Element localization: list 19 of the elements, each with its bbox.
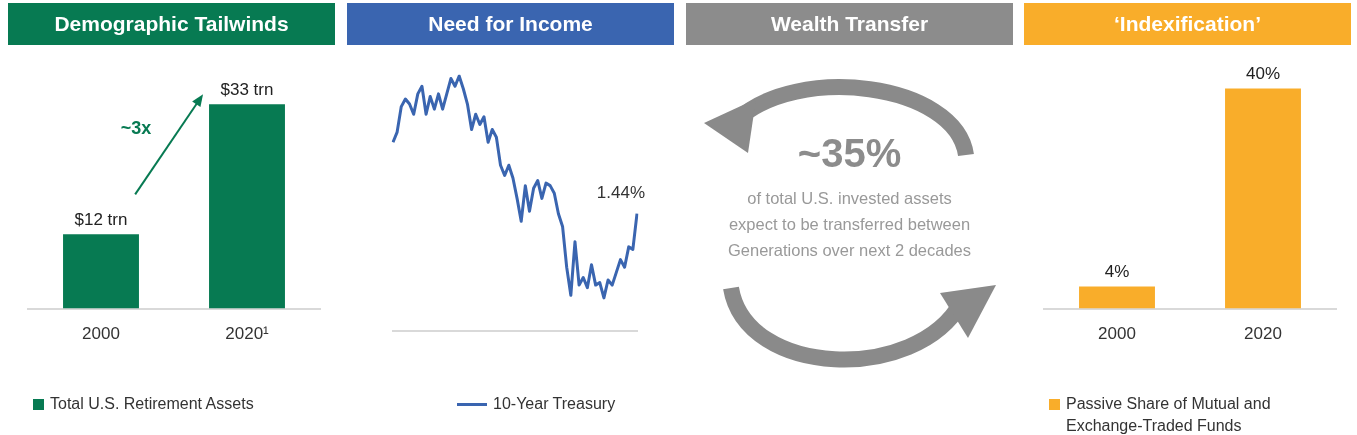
data-label: $12 trn bbox=[74, 209, 128, 229]
x-tick-label: 2020 bbox=[1244, 324, 1282, 344]
text: Wealth Transfer bbox=[686, 3, 1013, 45]
legend-label: Passive Share of Mutual and Exchange-Traded Funds bbox=[1066, 394, 1272, 435]
data-label: $33 trn bbox=[220, 79, 274, 99]
text: ~35% bbox=[796, 131, 903, 176]
annotation: ~3x bbox=[120, 118, 152, 139]
x-tick-label: 2000 bbox=[1098, 324, 1136, 344]
chart-title: Need for Income bbox=[347, 3, 674, 45]
chart-title: ‘Indexification’ bbox=[1024, 3, 1351, 45]
data-label: 4% bbox=[1104, 261, 1130, 281]
legend-label: 10-Year Treasury bbox=[493, 394, 616, 414]
annotation: 1.44% bbox=[596, 182, 645, 202]
text: of total U.S. invested assets expect to be transferred between Generations over next 2 decades bbox=[726, 188, 973, 261]
x-tick-label: 2000 bbox=[82, 324, 120, 344]
data-label: 40% bbox=[1245, 63, 1281, 83]
x-tick-label: 2020¹ bbox=[225, 324, 270, 344]
chart-title: Demographic Tailwinds bbox=[8, 3, 335, 45]
legend-label: Total U.S. Retirement Assets bbox=[50, 394, 254, 414]
